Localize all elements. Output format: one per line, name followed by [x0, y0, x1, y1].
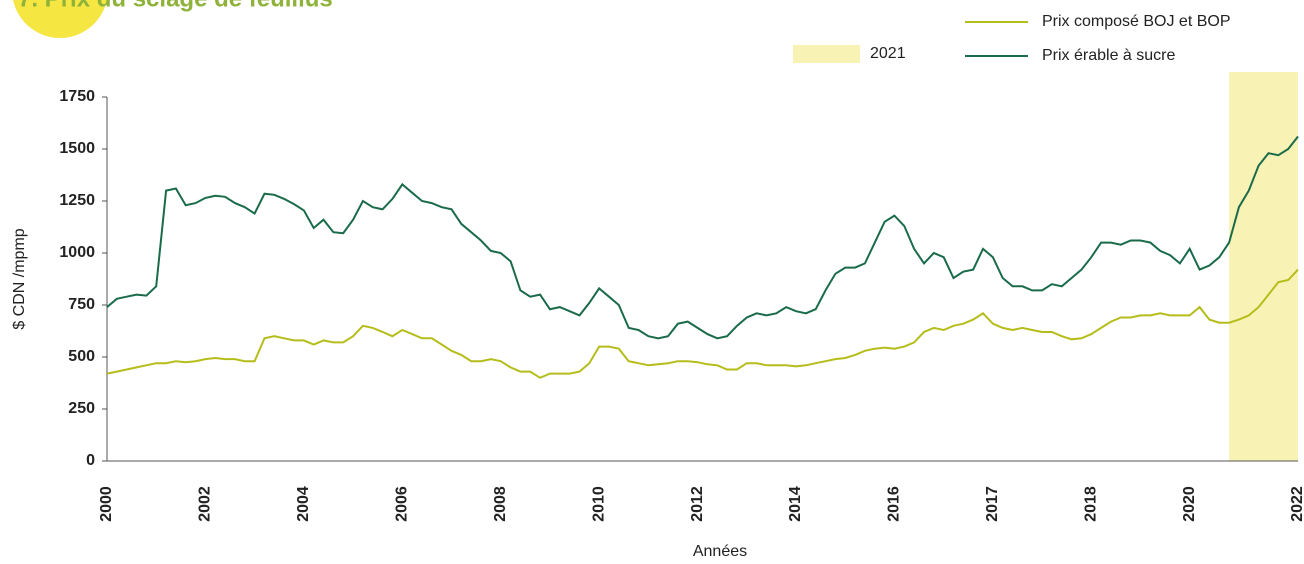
y-tick-label: 1250	[59, 192, 95, 209]
x-tick-label: 2010	[590, 486, 607, 522]
x-tick-label: 2014	[787, 486, 804, 522]
chart-title: 7. Prix du sciage de feuillus	[18, 0, 333, 12]
x-tick-label: 2018	[1083, 486, 1100, 522]
y-axis-label: $ CDN /mpmp	[11, 228, 28, 329]
y-tick-label: 500	[68, 348, 95, 365]
y-tick-label: 1500	[59, 140, 95, 157]
highlight-band	[1229, 72, 1298, 461]
x-tick-label: 2006	[394, 486, 411, 522]
y-tick-label: 750	[68, 296, 95, 313]
series-line	[106, 268, 1299, 379]
y-tick-label: 250	[68, 400, 95, 417]
legend-swatch	[793, 45, 860, 63]
y-tick-label: 1750	[59, 88, 95, 105]
series-line	[106, 135, 1299, 340]
legend-label: 2021	[870, 45, 906, 62]
x-tick-label: 2002	[197, 486, 214, 522]
x-tick-label: 2004	[295, 486, 312, 522]
x-tick-label: 2017	[984, 486, 1001, 522]
decoration	[13, 0, 107, 38]
x-tick-label: 2020	[1181, 486, 1198, 522]
legend-label: Prix composé BOJ et BOP	[1042, 13, 1231, 30]
x-tick-label: 2022	[1289, 486, 1304, 522]
y-tick-label: 0	[86, 452, 95, 469]
x-tick-label: 2008	[492, 486, 509, 522]
x-axis-label: Années	[693, 543, 747, 560]
y-tick-label: 1000	[59, 244, 95, 261]
x-tick-label: 2016	[886, 486, 903, 522]
x-tick-label: 2000	[98, 486, 115, 522]
legend-label: Prix érable à sucre	[1042, 47, 1175, 64]
x-tick-label: 2012	[689, 486, 706, 522]
